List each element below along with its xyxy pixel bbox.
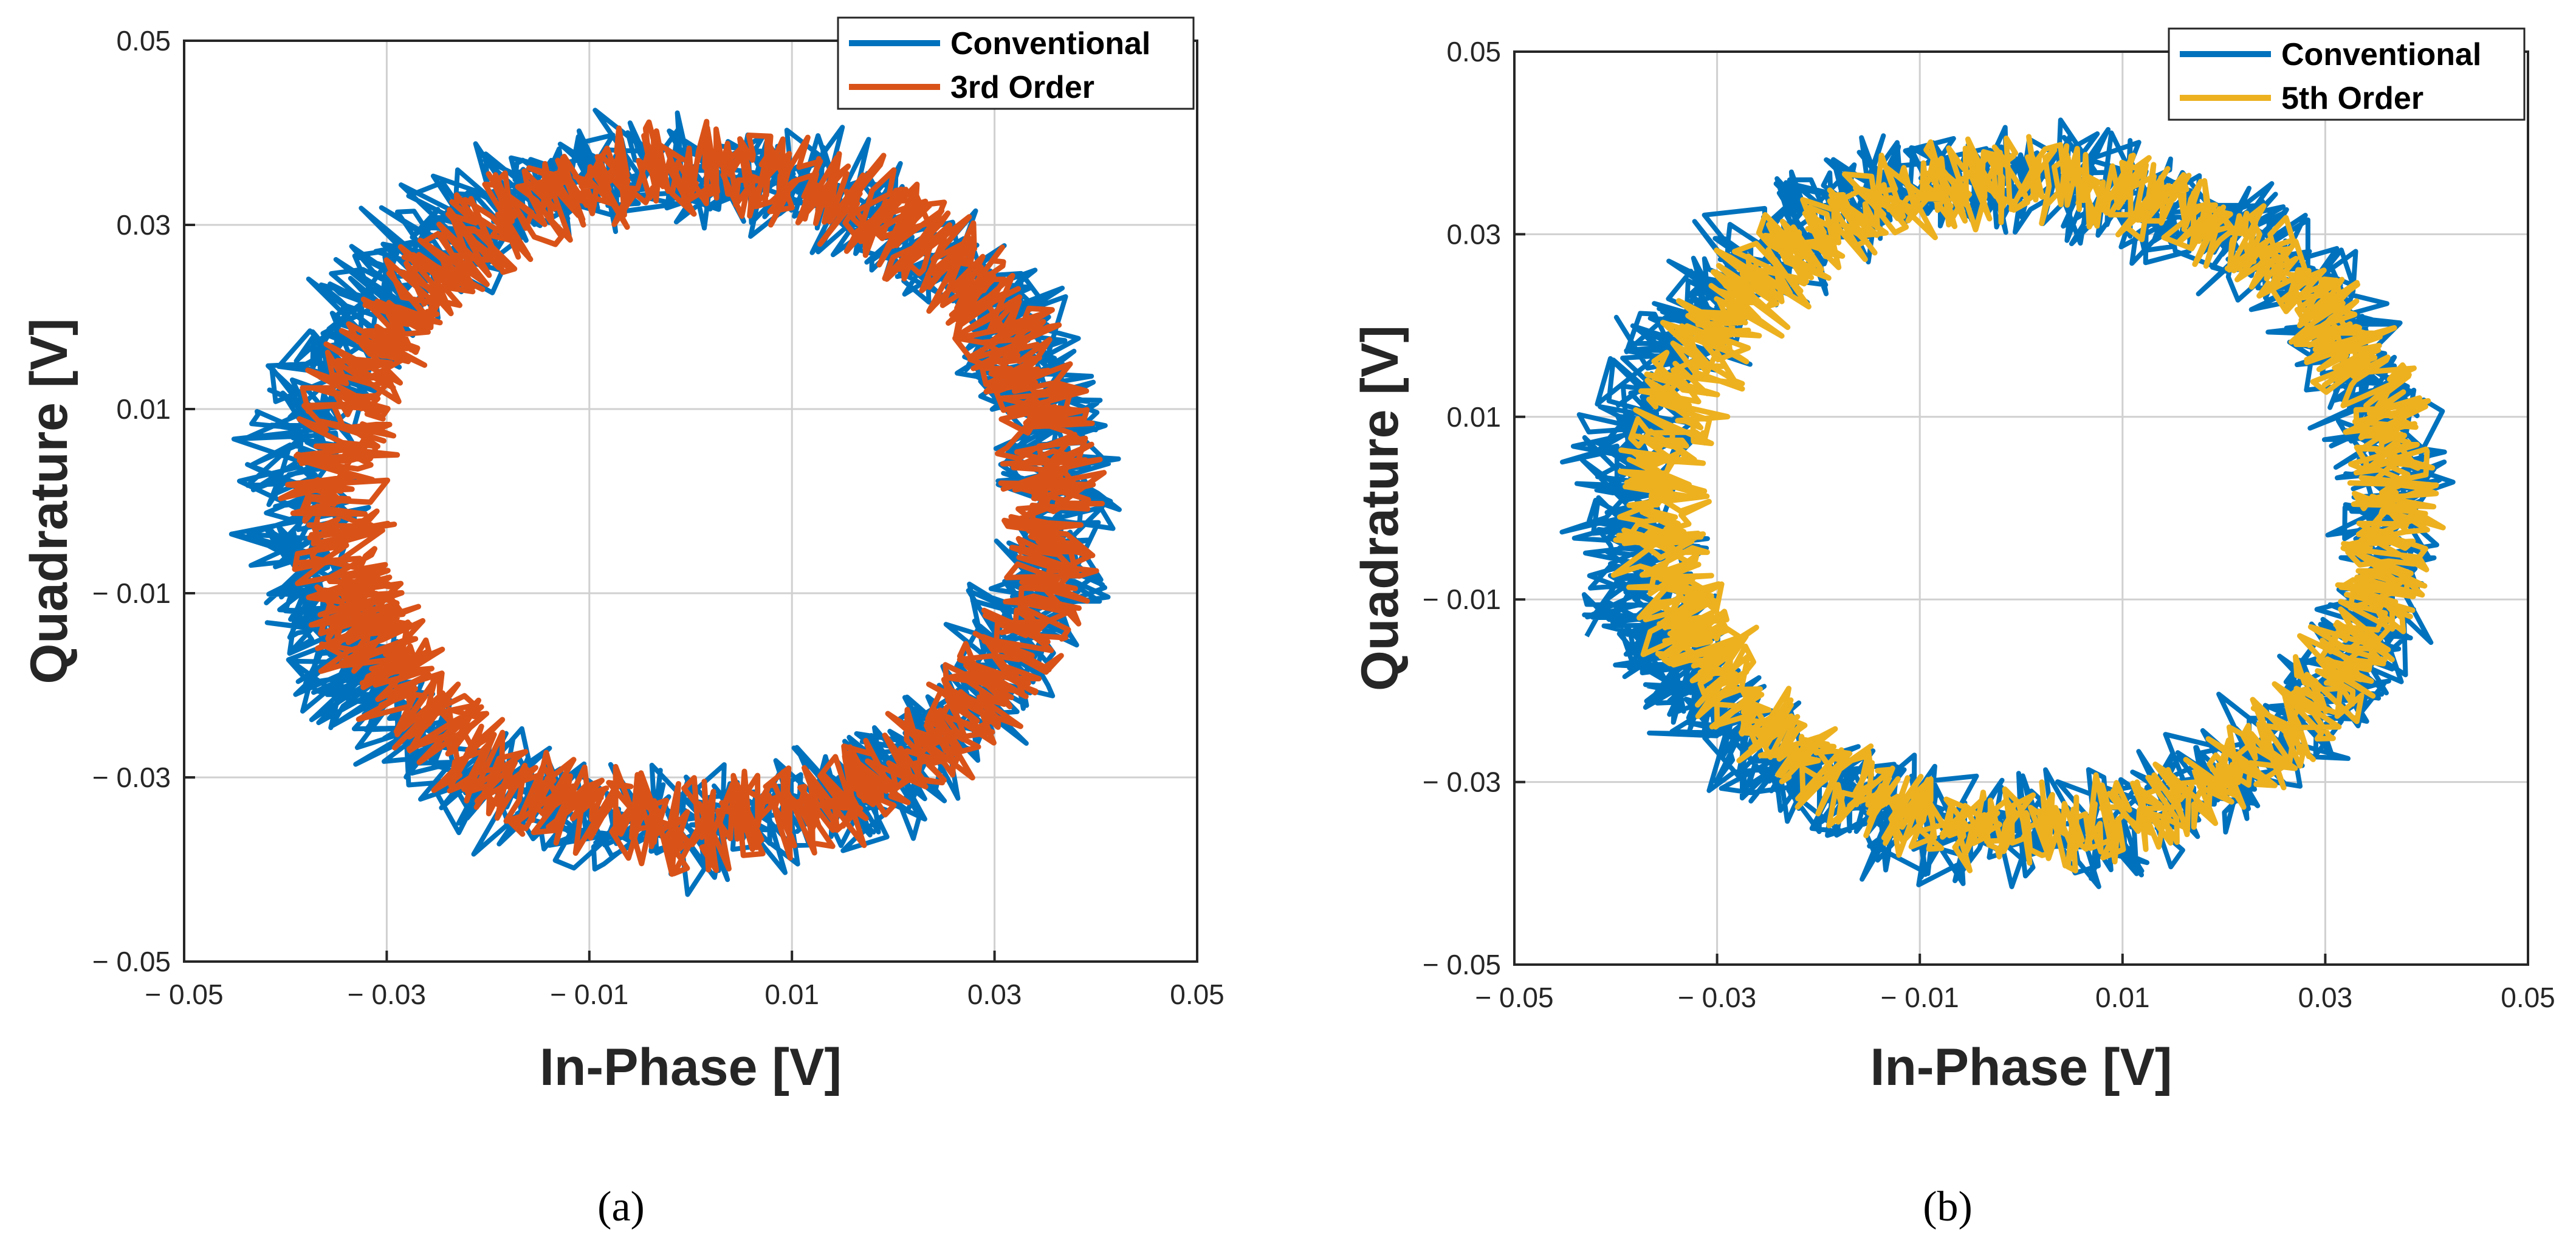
panel-b-series-conventional bbox=[1559, 117, 2456, 889]
panel-b-y-tick-label: − 0.05 bbox=[1423, 949, 1501, 980]
panel-b-legend-box bbox=[2168, 27, 2526, 121]
panel-b-y-tick-label: 0.01 bbox=[1446, 401, 1501, 433]
panel-a-y-tick-label: 0.03 bbox=[116, 209, 171, 241]
panel-a-caption: (a) bbox=[597, 1183, 645, 1230]
panel-b-y-tick-label: 0.03 bbox=[1446, 218, 1501, 250]
panel-a-series-3rd-order bbox=[278, 119, 1107, 877]
panel-a-x-tick-label: − 0.01 bbox=[550, 979, 628, 1010]
panel-a-y-tick-label: 0.05 bbox=[116, 25, 171, 57]
panel-a-y-tick-label: − 0.01 bbox=[92, 577, 171, 609]
panel-a-y-tick-label: − 0.03 bbox=[92, 762, 171, 793]
panel-b-x-tick-label: − 0.05 bbox=[1475, 982, 1553, 1013]
panel-a-x-axis-title: In-Phase [V] bbox=[540, 1038, 842, 1096]
panel-b-y-tick-label: − 0.01 bbox=[1423, 584, 1501, 615]
panel-b-x-tick-label: 0.05 bbox=[2501, 982, 2555, 1013]
panel-b-x-tick-label: − 0.03 bbox=[1678, 982, 1756, 1013]
panel-a-y-tick-label: − 0.05 bbox=[92, 946, 171, 977]
panel-a-x-tick-label: 0.01 bbox=[764, 979, 819, 1010]
panel-a-x-tick-label: − 0.05 bbox=[145, 979, 223, 1010]
panel-b-x-tick-label: − 0.01 bbox=[1881, 982, 1959, 1013]
panel-a-x-tick-label: 0.05 bbox=[1170, 979, 1224, 1010]
panel-a-legend: Conventional 3rd Order bbox=[837, 16, 1195, 110]
panel-a-legend-label: Conventional bbox=[950, 26, 1150, 61]
panel-b-axes-box bbox=[1513, 50, 2529, 966]
panel-b-y-tick-label: − 0.03 bbox=[1423, 766, 1501, 798]
panel-b-x-tick-label: 0.03 bbox=[2298, 982, 2353, 1013]
panel-b-series-5th-order bbox=[1610, 134, 2446, 873]
panel-b-x-axis-title: In-Phase [V] bbox=[1870, 1038, 2172, 1096]
panel-b-caption: (b) bbox=[1923, 1183, 1973, 1230]
panel-a-chart: − 0.05 − 0.03 − 0.01 0.01 0.03 0.05 − 0.05 − 0.… bbox=[20, 16, 1224, 1096]
panel-b-x-tick-label: 0.01 bbox=[2095, 982, 2150, 1013]
panel-b-chart: − 0.05 − 0.03 − 0.01 0.01 0.03 0.05 − 0.05 − 0.… bbox=[1351, 27, 2555, 1096]
panel-a-y-axis-title: Quadrature [V] bbox=[20, 318, 78, 684]
panel-a-legend-box bbox=[837, 16, 1195, 110]
panel-a-legend-label: 3rd Order bbox=[950, 70, 1094, 105]
panel-a-x-tick-label: 0.03 bbox=[967, 979, 1022, 1010]
panel-b-y-tick-label: 0.05 bbox=[1446, 36, 1501, 67]
panel-b-legend: Conventional 5th Order bbox=[2168, 27, 2526, 121]
panel-b-legend-label: Conventional bbox=[2281, 37, 2481, 72]
panel-a-y-tick-label: 0.01 bbox=[116, 393, 171, 425]
panel-b-y-axis-title: Quadrature [V] bbox=[1351, 325, 1409, 691]
panel-a-x-tick-label: − 0.03 bbox=[348, 979, 426, 1010]
panel-b-legend-label: 5th Order bbox=[2281, 81, 2423, 116]
panel-a-axes-box bbox=[183, 40, 1198, 963]
